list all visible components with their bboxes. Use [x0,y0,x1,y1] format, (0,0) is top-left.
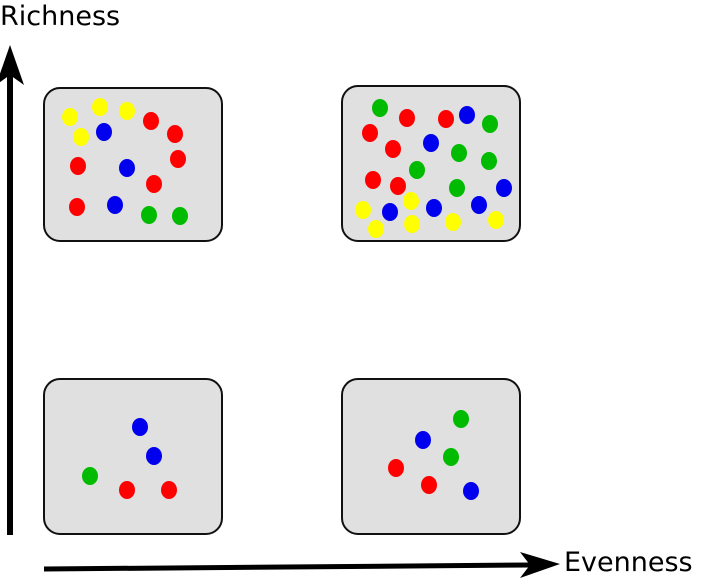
x-axis-arrowhead [520,552,560,578]
blue-dot [107,196,123,214]
green-dot [443,448,459,466]
yellow-dot [119,102,135,120]
red-dot [438,110,454,128]
yellow-dot [355,201,371,219]
blue-dot [426,199,442,217]
red-dot [385,140,401,158]
blue-dot [463,482,479,500]
panel-low-richness-high-evenness [341,378,521,535]
green-dot [449,179,465,197]
blue-dot [496,179,512,197]
panel-high-richness-high-evenness [341,85,521,242]
panel-box [43,378,223,535]
red-dot [70,157,86,175]
blue-dot [382,203,398,221]
blue-dot [146,447,162,465]
blue-dot [415,431,431,449]
red-dot [143,112,159,130]
red-dot [362,124,378,142]
yellow-dot [488,211,504,229]
yellow-dot [368,220,384,238]
x-axis-title: Evenness [564,547,693,578]
blue-dot [132,418,148,436]
green-dot [82,467,98,485]
green-dot [372,99,388,117]
x-axis [43,552,560,578]
red-dot [399,109,415,127]
red-dot [69,198,85,216]
blue-dot [119,159,135,177]
red-dot [170,150,186,168]
yellow-dot [62,108,78,126]
y-axis-arrowhead [0,45,24,85]
green-dot [141,206,157,224]
green-dot [453,410,469,428]
green-dot [409,161,425,179]
red-dot [388,459,404,477]
red-dot [119,481,135,499]
yellow-dot [403,192,419,210]
yellow-dot [445,213,461,231]
red-dot [167,125,183,143]
y-axis-title: Richness [0,1,121,32]
green-dot [482,115,498,133]
panel-low-richness-low-evenness [43,378,223,535]
y-axis [0,45,24,535]
green-dot [451,144,467,162]
red-dot [365,171,381,189]
green-dot [172,207,188,225]
red-dot [161,481,177,499]
red-dot [421,476,437,494]
yellow-dot [73,128,89,146]
panel-box [341,378,521,535]
green-dot [481,152,497,170]
panel-high-richness-low-evenness [43,87,223,242]
blue-dot [459,106,475,124]
red-dot [390,177,406,195]
blue-dot [471,196,487,214]
blue-dot [423,134,439,152]
yellow-dot [404,215,420,233]
red-dot [146,175,162,193]
blue-dot [96,123,112,141]
yellow-dot [92,98,108,116]
